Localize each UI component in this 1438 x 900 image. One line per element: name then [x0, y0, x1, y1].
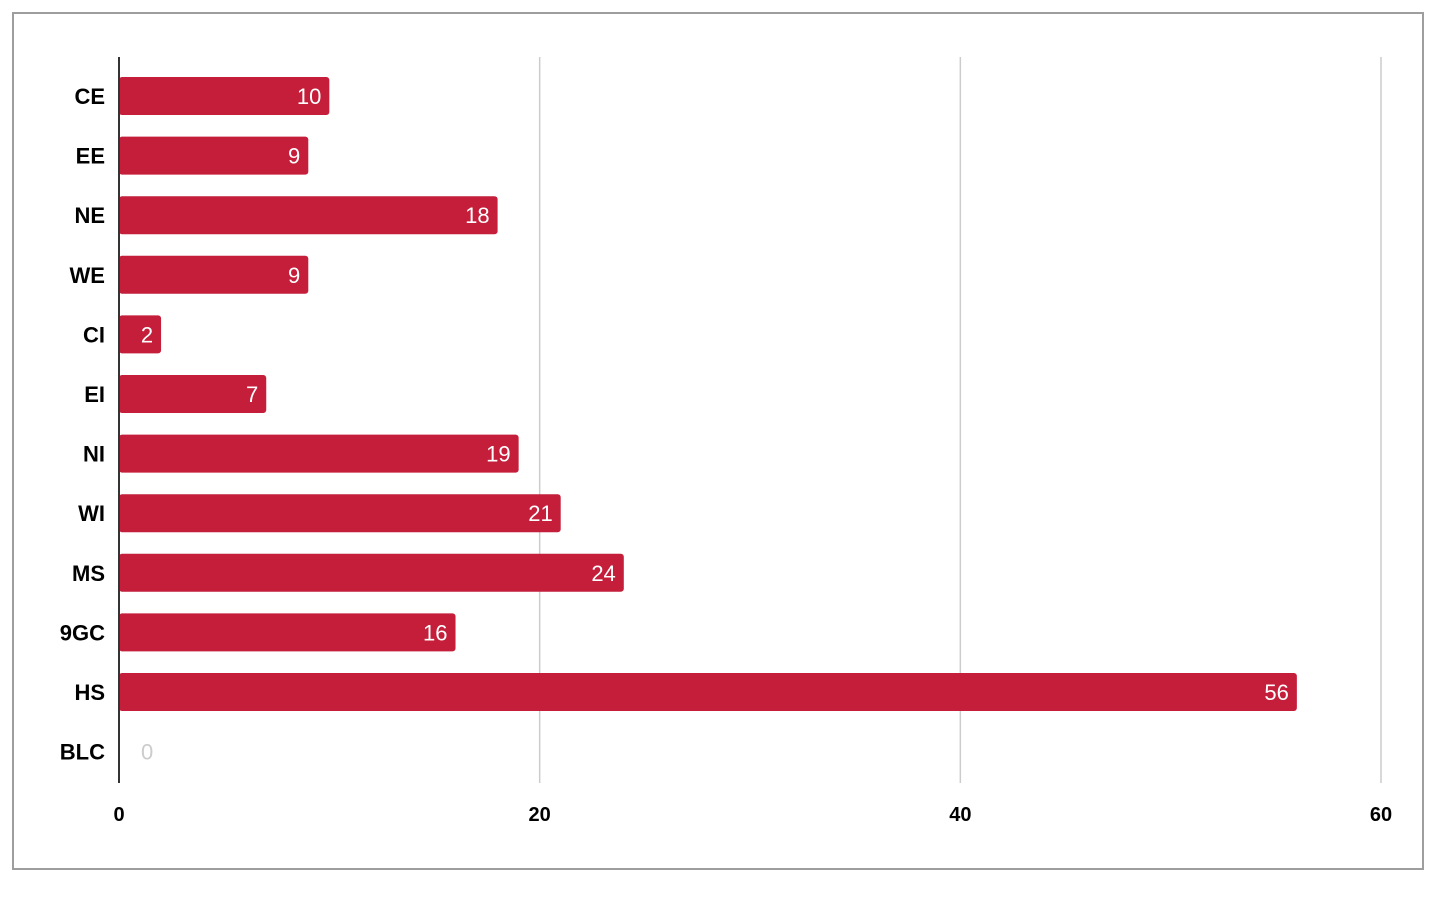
y-category-label: EI: [84, 382, 105, 407]
y-category-label: BLC: [60, 740, 105, 765]
data-label: 0: [141, 740, 153, 765]
bar-9gc: [119, 613, 456, 652]
x-tick-label: 60: [1370, 804, 1392, 826]
bar-ci: [119, 315, 162, 354]
y-category-label: WI: [78, 501, 105, 526]
bar-ee: [119, 136, 309, 175]
data-label: 19: [486, 442, 510, 467]
data-label: 24: [591, 561, 615, 586]
bar-hs: [119, 673, 1297, 711]
labels: 0 20 40 60 CE 10 EE 9 NE 18 WE 9 CI 2 EI 7 NI 19 WI 21 MS 24 9…: [60, 84, 1392, 826]
bar-ne: [119, 196, 498, 235]
y-category-label: CI: [83, 322, 105, 347]
y-category-label: NE: [74, 203, 105, 228]
x-tick-label: 40: [949, 804, 971, 826]
x-tick-label: 0: [113, 804, 124, 826]
bar-wi: [119, 494, 561, 533]
data-label: 18: [465, 203, 489, 228]
data-label: 21: [528, 501, 552, 526]
bar-chart: 0 20 40 60 CE 10 EE 9 NE 18 WE 9 CI 2 EI 7 NI 19 WI 21 MS 24 9…: [60, 57, 1392, 826]
bar-ce: [119, 77, 330, 115]
gridlines: [538, 57, 1382, 783]
data-label: 9: [288, 144, 300, 169]
y-category-label: EE: [76, 144, 105, 169]
data-label: 10: [297, 84, 321, 109]
bars: [119, 77, 1297, 711]
data-label: 16: [423, 620, 447, 645]
chart-frame: 0 20 40 60 CE 10 EE 9 NE 18 WE 9 CI 2 EI 7 NI 19 WI 21 MS 24 9…: [12, 12, 1424, 870]
data-label: 7: [246, 382, 258, 407]
y-category-label: NI: [83, 442, 105, 467]
bar-ni: [119, 434, 519, 473]
bar-ms: [119, 553, 624, 592]
y-category-label: 9GC: [60, 620, 105, 645]
bar-ei: [119, 375, 267, 413]
data-label: 56: [1264, 680, 1288, 705]
y-category-label: CE: [74, 84, 105, 109]
x-tick-label: 20: [529, 804, 551, 826]
data-label: 9: [288, 263, 300, 288]
y-category-label: WE: [70, 263, 105, 288]
bar-we: [119, 255, 309, 294]
data-label: 2: [141, 322, 153, 347]
y-category-label: HS: [74, 680, 105, 705]
y-category-label: MS: [72, 561, 105, 586]
